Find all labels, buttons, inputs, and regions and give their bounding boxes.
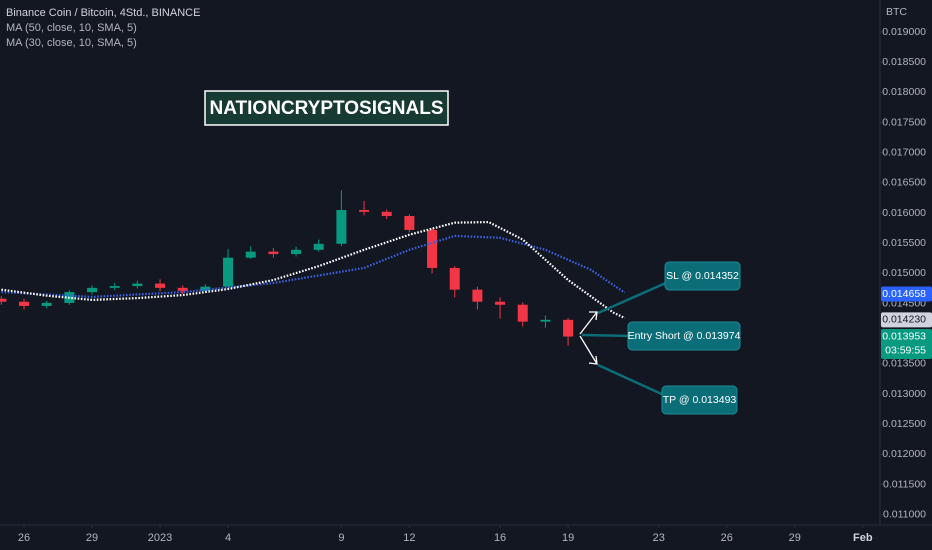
arrow-up xyxy=(579,311,598,335)
y-tick-label: 0.017500 xyxy=(882,116,926,128)
y-tick-label: 0.012500 xyxy=(882,418,926,430)
annotation-entry: Entry Short @ 0.013974 xyxy=(628,330,741,342)
candle-body xyxy=(495,301,506,305)
x-tick-label: 12 xyxy=(403,532,415,544)
y-tick-label: 0.011500 xyxy=(883,478,926,490)
candle-body xyxy=(19,301,30,306)
annotation-box xyxy=(661,385,738,415)
candle-body xyxy=(472,289,483,302)
annotation-box xyxy=(664,261,741,291)
candle-body xyxy=(404,216,415,230)
annotation-box xyxy=(627,321,741,351)
candle-body xyxy=(0,298,7,302)
candle-body xyxy=(268,251,279,255)
y-tick-label: 0.016500 xyxy=(882,177,926,189)
y-tick-label: 0.011000 xyxy=(883,509,926,521)
y-tick-label: 0.012000 xyxy=(882,448,926,460)
x-tick-label: 2023 xyxy=(148,532,172,544)
candle-body xyxy=(41,302,52,306)
candle-body xyxy=(109,286,120,288)
candle-body xyxy=(177,287,188,291)
moving-average-line xyxy=(1,220,626,320)
plot-area xyxy=(0,190,626,346)
candle-body xyxy=(540,319,551,322)
price-label-box xyxy=(881,286,932,302)
y-tick-label: 0.019000 xyxy=(882,26,926,38)
y-tick-label: 0.016000 xyxy=(882,207,926,219)
annotation-pointer xyxy=(597,280,669,315)
y-tick-label: 0.015000 xyxy=(882,267,926,279)
price-label-box xyxy=(881,312,932,328)
y-tick-label: 0.017000 xyxy=(882,146,926,158)
y-tick-label: 0.015500 xyxy=(882,237,926,249)
price-label: 0.013953 xyxy=(882,330,926,342)
x-tick-label: 16 xyxy=(494,532,506,544)
candle-body xyxy=(517,304,528,322)
arrow-down xyxy=(579,335,598,365)
moving-average-line xyxy=(1,234,626,298)
price-label: 0.014658 xyxy=(882,288,926,300)
candle-body xyxy=(313,243,324,250)
price-label-box xyxy=(881,329,932,360)
annotation-tp: TP @ 0.013493 xyxy=(663,394,737,406)
y-tick-label: 0.013500 xyxy=(882,358,926,370)
candle-body xyxy=(132,283,143,287)
candle-body xyxy=(245,251,256,258)
annotation-sl: SL @ 0.014352 xyxy=(666,270,739,282)
legend-entry: MA (30, close, 10, SMA, 5) xyxy=(6,37,137,49)
candle-body xyxy=(359,210,370,212)
annotation-pointer xyxy=(581,333,633,338)
x-tick-label: 26 xyxy=(18,532,30,544)
y-tick-label: 0.018500 xyxy=(882,56,926,68)
x-tick-label: 19 xyxy=(562,532,574,544)
legend-entry: MA (50, close, 10, SMA, 5) xyxy=(6,22,137,34)
candle-body xyxy=(427,229,438,268)
candle-body xyxy=(449,267,460,290)
axes: 0.011000 0.011500 0.012000 0.012500 0.013000… xyxy=(18,26,932,544)
x-tick-label: 9 xyxy=(338,532,344,544)
y-tick-label: 0.018000 xyxy=(882,86,926,98)
y-tick-label: 0.013000 xyxy=(882,388,926,400)
candle-body xyxy=(291,249,302,255)
currency-label: BTC xyxy=(886,6,907,18)
candle-body xyxy=(223,257,234,287)
countdown: 03:59:55 xyxy=(885,344,926,356)
candle-body xyxy=(563,319,574,337)
x-tick-label: 4 xyxy=(225,532,231,544)
x-tick-label: 29 xyxy=(86,532,98,544)
watermark-box xyxy=(204,90,449,126)
chart-title: Binance Coin / Bitcoin, 4Std., BINANCE xyxy=(6,7,200,19)
candle-body xyxy=(87,287,98,293)
x-tick-label: 23 xyxy=(653,532,665,544)
x-tick-label: 29 xyxy=(789,532,801,544)
candle-body xyxy=(381,211,392,217)
annotation-pointer xyxy=(597,363,667,398)
candle-body xyxy=(155,283,166,288)
candle-body xyxy=(336,210,347,244)
candle-body xyxy=(200,286,211,291)
x-tick-label: Feb xyxy=(853,532,873,544)
x-tick-label: 26 xyxy=(721,532,733,544)
watermark: NATIONCRYPTOSIGNALS xyxy=(210,98,444,119)
price-label: 0.014230 xyxy=(882,314,926,326)
